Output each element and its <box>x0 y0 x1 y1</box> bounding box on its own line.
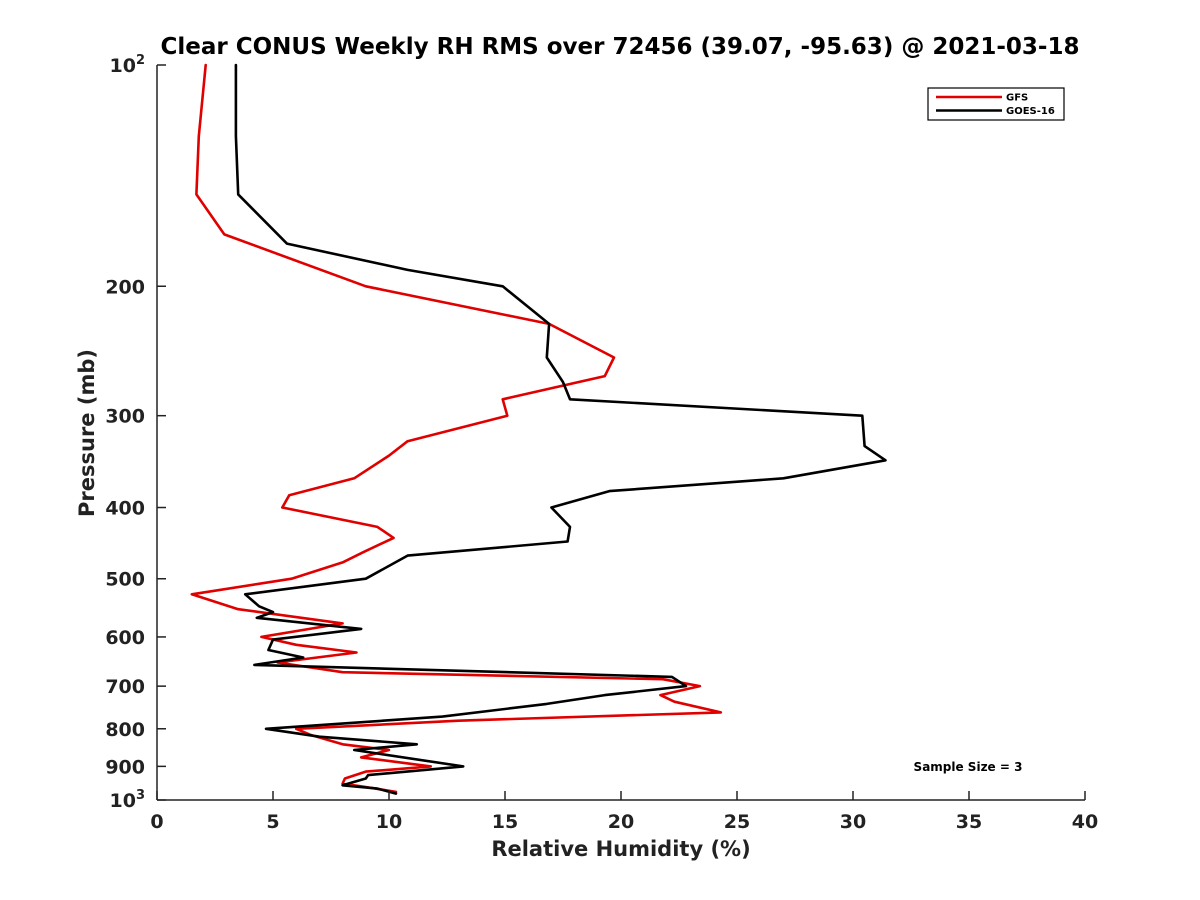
x-tick-label: 0 <box>150 811 163 833</box>
y-tick-label: 700 <box>105 676 145 698</box>
legend-label-gfs: GFS <box>1006 93 1028 104</box>
x-tick-label: 30 <box>840 811 866 833</box>
legend-label-goes-16: GOES-16 <box>1006 106 1055 117</box>
y-tick-label: 600 <box>105 627 145 649</box>
y-tick-label: 102 <box>110 53 146 77</box>
y-tick-label: 300 <box>105 406 145 428</box>
x-axis-label: Relative Humidity (%) <box>491 837 750 861</box>
legend-box <box>927 87 1065 121</box>
x-tick-label: 15 <box>492 811 518 833</box>
y-tick-label: 900 <box>105 756 145 778</box>
x-tick-label: 20 <box>608 811 634 833</box>
y-tick-label: 200 <box>105 276 145 298</box>
legend: GFS GOES-16 <box>927 87 1065 121</box>
sample-size-annotation: Sample Size = 3 <box>914 760 1023 774</box>
x-tick-label: 35 <box>956 811 982 833</box>
x-tick-label: 10 <box>376 811 402 833</box>
series-line-goes-16 <box>234 63 887 795</box>
y-tick-label: 500 <box>105 569 145 591</box>
chart-title: Clear CONUS Weekly RH RMS over 72456 (39… <box>161 34 1080 60</box>
x-tick-label: 5 <box>266 811 279 833</box>
axes: 0 5 10 15 20 25 30 35 40 102 200 300 400 500 600 700 800… <box>105 53 1098 833</box>
y-tick-label: 400 <box>105 498 145 520</box>
y-tick-label: 800 <box>105 719 145 741</box>
y-tick-label: 103 <box>110 788 146 812</box>
y-axis-label: Pressure (mb) <box>75 349 99 517</box>
x-tick-label: 40 <box>1072 811 1098 833</box>
plot-area <box>190 63 887 795</box>
x-tick-label: 25 <box>724 811 750 833</box>
